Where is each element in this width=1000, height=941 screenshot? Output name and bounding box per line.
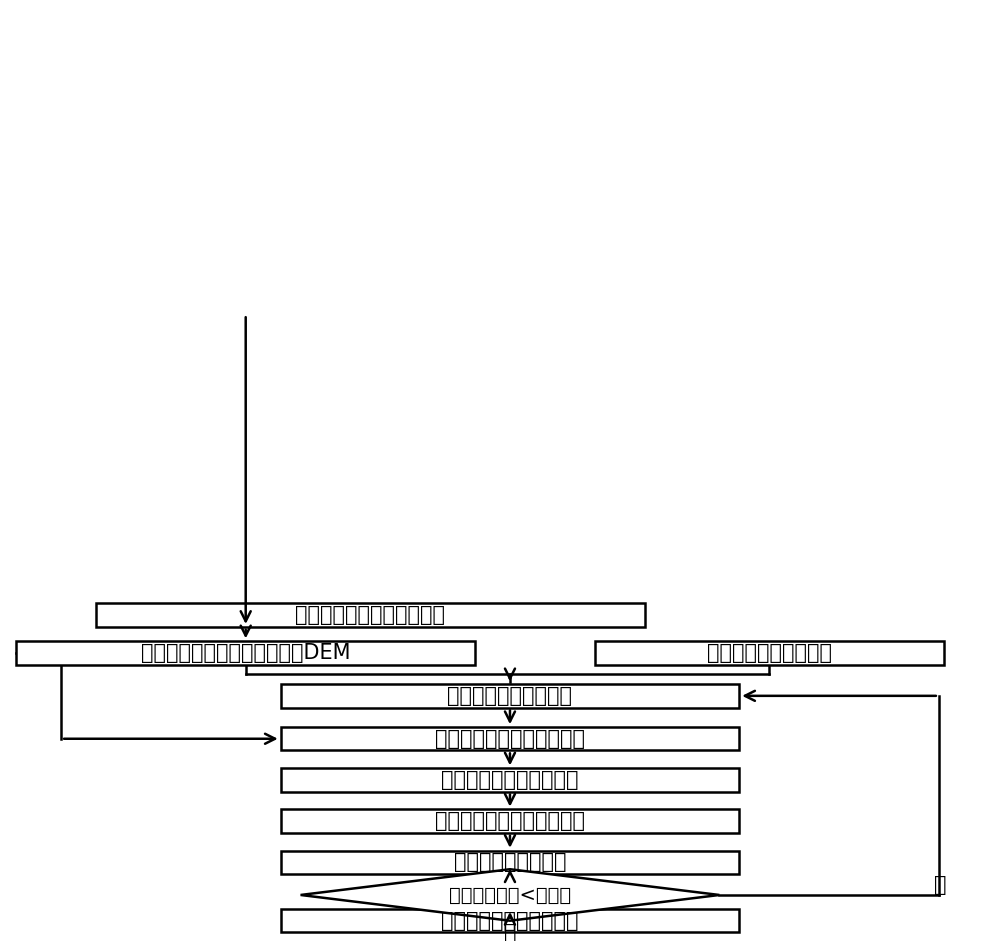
Text: 利用双线性内插方法制作火星DEM: 利用双线性内插方法制作火星DEM xyxy=(141,643,350,662)
Text: 是: 是 xyxy=(504,923,516,941)
Text: 计算改正后的未知数: 计算改正后的未知数 xyxy=(454,853,566,872)
Polygon shape xyxy=(301,869,719,920)
Bar xyxy=(281,809,739,833)
Text: 建立对偶四元数误差方程式: 建立对偶四元数误差方程式 xyxy=(435,728,585,749)
Bar xyxy=(281,909,739,933)
Text: 解法方程，求未知数改正数: 解法方程，求未知数改正数 xyxy=(435,811,585,831)
Bar xyxy=(281,768,739,791)
Bar xyxy=(16,641,475,664)
Bar xyxy=(281,727,739,750)
Bar xyxy=(281,684,739,708)
Text: 模拟火星影像方位元素: 模拟火星影像方位元素 xyxy=(707,643,832,662)
Bar xyxy=(96,603,645,627)
Text: 未知数改正数<限差否: 未知数改正数<限差否 xyxy=(449,885,571,904)
Bar xyxy=(281,851,739,874)
Text: 完成航带法空中三角测量: 完成航带法空中三角测量 xyxy=(441,911,579,931)
Bar xyxy=(595,641,944,664)
Text: 否: 否 xyxy=(934,875,946,896)
Text: 生成火星影像模拟数据: 生成火星影像模拟数据 xyxy=(447,686,572,706)
Text: 建立对偶四元数法方程式: 建立对偶四元数法方程式 xyxy=(441,770,579,789)
Text: 全球探勘者号激光测高数据: 全球探勘者号激光测高数据 xyxy=(295,605,445,625)
